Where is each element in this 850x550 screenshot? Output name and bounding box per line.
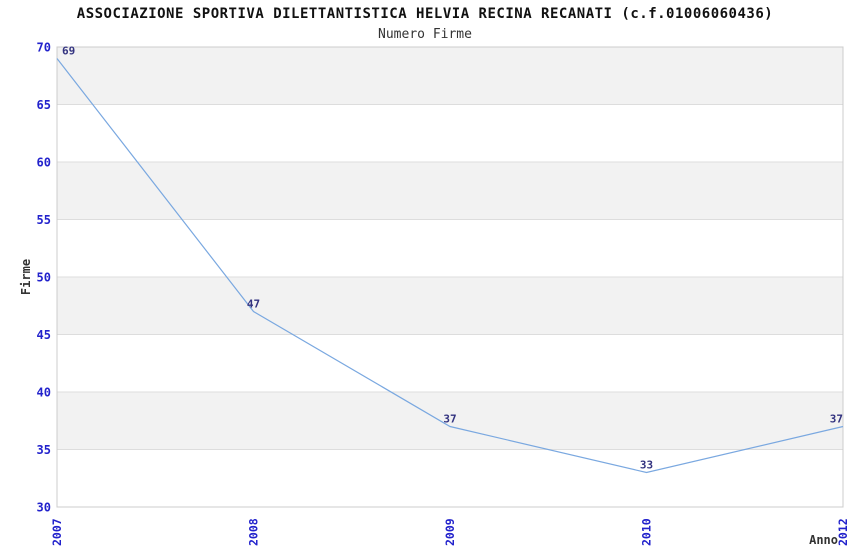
- plot-band: [57, 392, 843, 450]
- y-tick-label: 65: [37, 98, 51, 112]
- y-tick-label: 45: [37, 328, 51, 342]
- y-tick-label: 35: [37, 443, 51, 457]
- data-point-label: 37: [443, 413, 456, 426]
- x-tick-label: 2010: [640, 518, 654, 546]
- y-tick-label: 40: [37, 386, 51, 400]
- data-point-label: 69: [62, 45, 75, 58]
- y-tick-label: 70: [37, 41, 51, 55]
- data-point-label: 37: [830, 413, 843, 426]
- y-tick-label: 30: [37, 501, 51, 515]
- x-axis-title: Anno: [809, 533, 838, 547]
- plot-band: [57, 334, 843, 392]
- x-tick-label: 2009: [443, 518, 457, 546]
- y-tick-label: 60: [37, 156, 51, 170]
- y-tick-label: 55: [37, 213, 51, 227]
- plot-band: [57, 104, 843, 162]
- x-tick-label: 2012: [836, 518, 850, 546]
- plot-border: [56, 46, 844, 508]
- chart-subtitle: Numero Firme: [378, 27, 472, 42]
- x-tick-label: 2008: [247, 518, 261, 546]
- y-axis-title: Firme: [19, 259, 33, 295]
- data-point-label: 47: [247, 298, 260, 311]
- data-point-label: 33: [640, 459, 653, 472]
- chart-title: ASSOCIAZIONE SPORTIVA DILETTANTISTICA HE…: [76, 6, 774, 22]
- plot-band: [57, 277, 843, 335]
- data-line: [56, 58, 844, 474]
- plot-band: [57, 47, 843, 105]
- x-tick-label: 2007: [50, 518, 64, 546]
- y-tick-label: 50: [37, 271, 51, 285]
- plot-band: [57, 449, 843, 507]
- plot-band: [57, 219, 843, 277]
- plot-band: [57, 162, 843, 220]
